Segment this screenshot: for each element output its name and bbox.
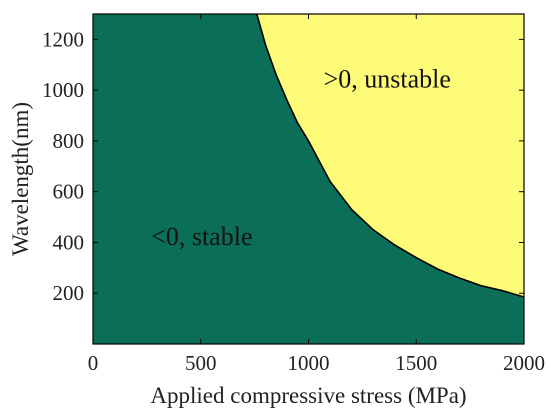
x-tick-label: 500 [185, 351, 217, 375]
unstable-region [256, 14, 524, 297]
y-tick-label: 1200 [42, 27, 84, 51]
y-tick-label: 1000 [42, 78, 84, 102]
y-tick-label: 800 [53, 129, 85, 153]
y-tick-label: 200 [53, 281, 85, 305]
y-tick-label: 600 [53, 180, 85, 204]
x-tick-label: 1000 [288, 351, 330, 375]
x-axis-title: Applied compressive stress (MPa) [150, 383, 466, 408]
y-axis-title: Wavelength(nm) [8, 102, 33, 256]
y-axis: 200 400 600 800 1000 1200 [42, 27, 524, 305]
region-label-unstable: >0, unstable [324, 65, 451, 94]
x-tick-label: 2000 [503, 351, 545, 375]
x-tick-label: 1500 [395, 351, 437, 375]
region-label-stable: <0, stable [151, 222, 252, 251]
x-axis: 0 500 1000 1500 2000 [88, 14, 545, 375]
plot-area [92, 13, 525, 345]
boundary-curve [256, 13, 525, 298]
y-tick-label: 400 [53, 230, 85, 254]
x-tick-label: 0 [88, 351, 99, 375]
